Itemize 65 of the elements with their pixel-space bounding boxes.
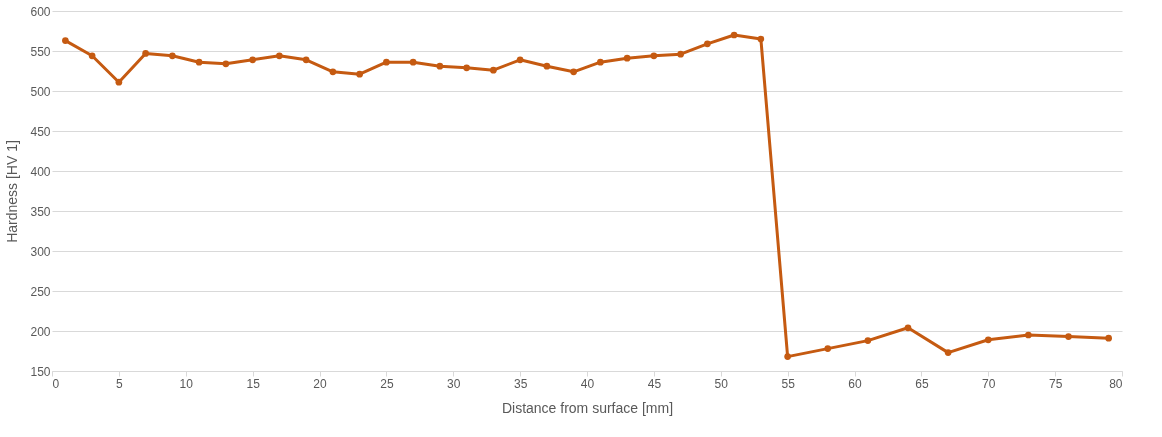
- x-tick-label: 30: [447, 376, 461, 391]
- x-tick-label: 80: [1109, 376, 1123, 391]
- x-tick-label: 50: [714, 376, 729, 391]
- point: [757, 35, 765, 43]
- point: [463, 64, 470, 72]
- point: [115, 78, 123, 86]
- x-tick-label: 35: [513, 376, 528, 391]
- x-axis-title: Distance from surface [mm]: [501, 399, 674, 416]
- y-tick-label: 250: [30, 284, 51, 299]
- point: [436, 62, 444, 70]
- point: [1065, 333, 1072, 340]
- point: [62, 37, 69, 44]
- y-axis-title: Hardness [HV 1]: [4, 140, 21, 243]
- point: [302, 56, 310, 64]
- point: [730, 31, 738, 39]
- point: [490, 66, 497, 74]
- x-tick-label: 45: [647, 376, 662, 391]
- point: [195, 58, 203, 66]
- y-tick-label: 300: [30, 244, 51, 259]
- x-tick-label: 65: [915, 376, 929, 391]
- point: [704, 40, 711, 48]
- point: [597, 58, 604, 66]
- x-tick-label: 10: [179, 376, 194, 391]
- point: [984, 336, 992, 344]
- x-tick-label: 75: [1048, 376, 1063, 391]
- point: [543, 62, 551, 70]
- y-tick-label: 400: [30, 164, 51, 179]
- x-tick-label: 5: [116, 376, 124, 391]
- point: [677, 50, 684, 58]
- point: [356, 70, 363, 78]
- point: [1105, 334, 1112, 342]
- point: [650, 52, 658, 60]
- point: [570, 68, 577, 76]
- x-tick-label: 55: [781, 376, 796, 391]
- point: [409, 58, 417, 66]
- x-tick-label: 70: [982, 376, 996, 391]
- point: [169, 52, 176, 60]
- x-tick-label: 0: [52, 376, 60, 391]
- x-tick-label: 40: [580, 376, 595, 391]
- point: [784, 353, 791, 360]
- y-tick-label: 150: [30, 364, 51, 379]
- point: [383, 58, 390, 66]
- point: [516, 56, 524, 64]
- point: [824, 345, 832, 352]
- point: [222, 60, 230, 68]
- point: [249, 56, 256, 64]
- point: [864, 337, 872, 344]
- point: [276, 52, 283, 60]
- point: [142, 50, 149, 57]
- y-tick-label: 350: [30, 204, 51, 219]
- x-tick-label: 20: [313, 376, 327, 391]
- y-tick-label: 500: [30, 84, 51, 99]
- y-tick-label: 600: [30, 4, 51, 19]
- y-tick-label: 450: [30, 124, 51, 139]
- point: [88, 52, 96, 60]
- point: [623, 54, 631, 62]
- point: [904, 324, 912, 332]
- y-tick-label: 550: [30, 44, 51, 59]
- x-tick-label: 25: [380, 376, 394, 391]
- point: [944, 349, 952, 356]
- y-tick-label: 200: [30, 324, 51, 339]
- x-tick-label: 60: [848, 376, 862, 391]
- x-tick-label: 15: [246, 376, 261, 391]
- point: [1025, 331, 1032, 339]
- point: [329, 68, 337, 76]
